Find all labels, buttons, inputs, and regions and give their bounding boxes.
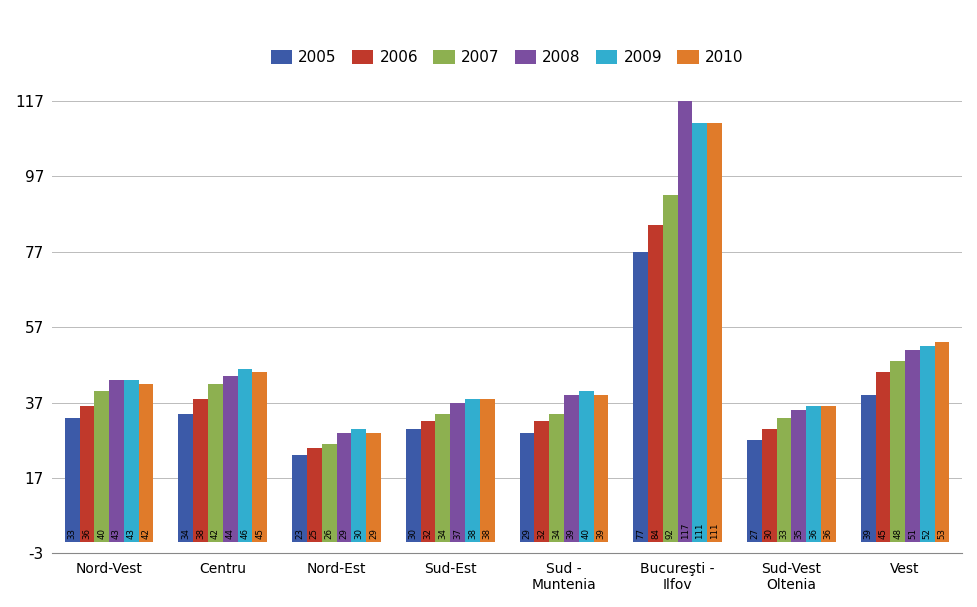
Bar	[777, 418, 791, 542]
Bar	[79, 406, 95, 542]
Bar	[366, 433, 381, 542]
Bar	[890, 361, 905, 542]
Bar	[905, 350, 920, 542]
Text: 48: 48	[893, 528, 902, 539]
Text: 111: 111	[696, 523, 704, 539]
Bar	[806, 406, 821, 542]
Bar	[534, 421, 549, 542]
Text: 43: 43	[112, 528, 121, 539]
Text: 29: 29	[523, 528, 531, 539]
Text: 51: 51	[908, 528, 917, 539]
Bar	[292, 455, 307, 542]
Bar	[64, 418, 79, 542]
Text: 43: 43	[127, 528, 136, 539]
Text: 30: 30	[408, 528, 418, 539]
Text: 40: 40	[581, 528, 591, 539]
Bar	[193, 399, 208, 542]
Bar	[252, 372, 267, 542]
Text: 111: 111	[710, 523, 719, 539]
Text: 38: 38	[468, 528, 477, 539]
Bar	[693, 123, 707, 542]
Text: 30: 30	[355, 528, 363, 539]
Text: 36: 36	[82, 528, 92, 539]
Bar	[920, 346, 935, 542]
Text: 32: 32	[537, 528, 546, 539]
Text: 35: 35	[794, 528, 803, 539]
Bar	[875, 372, 890, 542]
Bar	[465, 399, 480, 542]
Bar	[648, 225, 663, 542]
Bar	[821, 406, 835, 542]
Bar	[935, 342, 950, 542]
Text: 45: 45	[878, 528, 887, 539]
Text: 25: 25	[310, 528, 319, 539]
Bar	[762, 429, 777, 542]
Bar	[633, 251, 648, 542]
Text: 38: 38	[196, 528, 205, 539]
Bar	[179, 414, 193, 542]
Text: 29: 29	[369, 528, 378, 539]
Text: 36: 36	[809, 528, 818, 539]
Bar	[549, 414, 564, 542]
Text: 42: 42	[142, 528, 150, 539]
Text: 92: 92	[665, 528, 675, 539]
Bar	[237, 368, 252, 542]
Text: 27: 27	[750, 528, 759, 539]
Text: 34: 34	[182, 528, 191, 539]
Legend: 2005, 2006, 2007, 2008, 2009, 2010: 2005, 2006, 2007, 2008, 2009, 2010	[265, 44, 749, 72]
Text: 52: 52	[923, 528, 932, 539]
Text: 30: 30	[765, 528, 774, 539]
Text: 33: 33	[67, 528, 76, 539]
Text: 38: 38	[483, 528, 491, 539]
Bar	[594, 395, 609, 542]
Text: 117: 117	[681, 523, 690, 539]
Text: 39: 39	[567, 528, 575, 539]
Text: 39: 39	[864, 528, 872, 539]
Bar	[861, 395, 875, 542]
Bar	[678, 101, 693, 542]
Text: 45: 45	[255, 528, 264, 539]
Bar	[223, 376, 237, 542]
Bar	[124, 380, 139, 542]
Text: 23: 23	[295, 528, 304, 539]
Bar	[578, 391, 594, 542]
Text: 34: 34	[439, 528, 447, 539]
Bar	[421, 421, 436, 542]
Bar	[791, 410, 806, 542]
Bar	[480, 399, 494, 542]
Text: 53: 53	[938, 528, 947, 539]
Bar	[336, 433, 352, 542]
Text: 34: 34	[552, 528, 561, 539]
Text: 77: 77	[636, 528, 645, 539]
Text: 32: 32	[424, 528, 433, 539]
Text: 46: 46	[240, 528, 249, 539]
Text: 26: 26	[324, 528, 333, 539]
Text: 42: 42	[211, 528, 220, 539]
Bar	[352, 429, 366, 542]
Text: 39: 39	[596, 528, 606, 539]
Text: 33: 33	[780, 528, 788, 539]
Bar	[707, 123, 722, 542]
Text: 84: 84	[651, 528, 660, 539]
Text: 37: 37	[453, 528, 462, 539]
Bar	[109, 380, 124, 542]
Bar	[95, 391, 109, 542]
Bar	[520, 433, 534, 542]
Text: 29: 29	[339, 528, 349, 539]
Bar	[208, 384, 223, 542]
Bar	[139, 384, 153, 542]
Bar	[307, 448, 321, 542]
Bar	[436, 414, 450, 542]
Bar	[321, 444, 336, 542]
Bar	[747, 440, 762, 542]
Bar	[450, 402, 465, 542]
Text: 44: 44	[226, 528, 234, 539]
Bar	[564, 395, 578, 542]
Bar	[405, 429, 421, 542]
Text: 36: 36	[824, 528, 832, 539]
Text: 40: 40	[97, 528, 106, 539]
Bar	[663, 195, 678, 542]
